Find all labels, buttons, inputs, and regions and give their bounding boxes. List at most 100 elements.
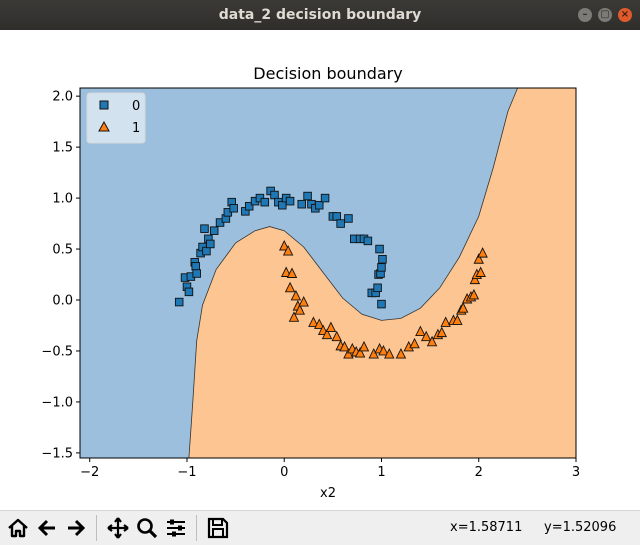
class-1-point bbox=[358, 340, 370, 352]
y-tick-label: −0.5 bbox=[41, 344, 73, 359]
pan-button[interactable] bbox=[104, 514, 132, 542]
y-tick-label: 1.5 bbox=[52, 141, 73, 156]
class-1-point bbox=[294, 304, 306, 315]
class-0-point bbox=[336, 219, 345, 228]
class-1-point bbox=[368, 348, 379, 359]
class-0-point bbox=[373, 283, 382, 293]
window-title: data_2 decision boundary bbox=[218, 7, 422, 23]
class-1-point bbox=[314, 318, 325, 329]
class-1-point bbox=[331, 330, 342, 342]
axes-frame bbox=[79, 87, 577, 459]
class-0-point bbox=[209, 226, 219, 235]
class-0-point bbox=[200, 224, 209, 233]
cursor-x-readout: x=1.58711 bbox=[450, 520, 523, 535]
class-0-point bbox=[285, 196, 295, 206]
class-0-point bbox=[377, 299, 386, 309]
class-0-point bbox=[202, 246, 211, 256]
class-1-point bbox=[440, 316, 451, 327]
class-1-point bbox=[282, 245, 294, 256]
class-1-point bbox=[426, 335, 438, 347]
class-0-point bbox=[206, 239, 215, 249]
class-1-point bbox=[284, 281, 296, 293]
y-tick-label: 1.0 bbox=[52, 192, 73, 207]
class-0-point bbox=[260, 197, 270, 207]
y-tick-label: −1.0 bbox=[41, 395, 73, 410]
class-0-point bbox=[320, 193, 330, 203]
class-1-point bbox=[473, 253, 484, 264]
class-0-point bbox=[191, 262, 200, 271]
y-tick-label: −1.5 bbox=[41, 446, 73, 461]
class-1-point bbox=[415, 325, 426, 337]
decision-boundary-chart: Decision boundary −2 −1 0 1 2 3 2.0 1.5 1.0 0.5 0… bbox=[41, 64, 580, 501]
legend-label-0: 0 bbox=[132, 99, 140, 114]
x-tick-label: −2 bbox=[80, 465, 99, 480]
back-arrow-icon bbox=[37, 519, 55, 537]
x-tick-label: 1 bbox=[377, 465, 385, 480]
decision-boundary-line bbox=[188, 87, 518, 459]
save-icon bbox=[207, 517, 229, 539]
class-1-point bbox=[469, 273, 481, 285]
cursor-y-readout: y=1.52096 bbox=[544, 520, 617, 535]
class-1-point bbox=[298, 296, 309, 307]
legend: 0 1 bbox=[86, 92, 146, 144]
class-1-point bbox=[395, 348, 407, 359]
forward-arrow-icon bbox=[68, 519, 86, 537]
zoom-button[interactable] bbox=[133, 514, 161, 542]
class-1-point bbox=[409, 337, 420, 349]
class-1-point bbox=[279, 239, 290, 251]
y-tick-label: 2.0 bbox=[52, 90, 73, 105]
configure-subplots-button[interactable] bbox=[162, 514, 190, 542]
class-1-region bbox=[188, 88, 576, 458]
class-0-point bbox=[184, 287, 194, 297]
legend-label-1: 1 bbox=[132, 121, 140, 136]
class-0-point bbox=[303, 191, 312, 201]
class-1-point bbox=[343, 348, 354, 359]
class-1-point bbox=[290, 289, 302, 301]
home-icon bbox=[8, 518, 28, 538]
chart-title: Decision boundary bbox=[253, 64, 402, 83]
class-0-point bbox=[314, 200, 324, 210]
close-button[interactable]: × bbox=[618, 8, 632, 22]
back-button[interactable] bbox=[33, 514, 61, 542]
y-tick-label: 0.0 bbox=[52, 294, 73, 309]
x-tick-label: −1 bbox=[177, 465, 196, 480]
toolbar-separator bbox=[96, 515, 97, 541]
class-0-point bbox=[378, 254, 387, 264]
home-button[interactable] bbox=[4, 514, 32, 542]
class-1-point bbox=[420, 330, 432, 342]
pan-icon bbox=[107, 517, 129, 539]
x-tick-label: 3 bbox=[572, 465, 580, 480]
configure-subplots-icon bbox=[167, 519, 185, 537]
class-1-point bbox=[452, 314, 463, 325]
class-1-point bbox=[477, 247, 488, 258]
class-0-point bbox=[192, 269, 201, 278]
class-1-point bbox=[378, 344, 389, 356]
legend-marker-square bbox=[99, 100, 109, 110]
class-0-point bbox=[375, 244, 384, 254]
class-1-point bbox=[308, 316, 319, 327]
class-0-point bbox=[344, 214, 353, 223]
class-1-point bbox=[457, 302, 469, 313]
class-1-point bbox=[354, 347, 366, 358]
class-1-point bbox=[286, 267, 298, 278]
forward-button[interactable] bbox=[62, 514, 90, 542]
class-1-point bbox=[436, 326, 448, 338]
class-1-point bbox=[325, 321, 337, 332]
save-button[interactable] bbox=[204, 514, 232, 542]
x-tick-label: 0 bbox=[280, 465, 288, 480]
class-0-point bbox=[332, 212, 342, 221]
y-tick-label: 0.5 bbox=[52, 243, 73, 258]
minimize-button[interactable]: – bbox=[578, 8, 592, 22]
class-0-point bbox=[244, 201, 254, 211]
class-0-point bbox=[278, 200, 287, 210]
zoom-icon bbox=[137, 518, 158, 539]
legend-marker-triangle bbox=[98, 120, 110, 132]
class-1-point bbox=[475, 266, 486, 277]
class-1-point bbox=[384, 348, 395, 359]
class-0-point bbox=[363, 236, 373, 246]
maximize-button[interactable]: ▢ bbox=[598, 8, 612, 22]
figure-canvas[interactable]: Decision boundary −2 −1 0 1 2 3 2.0 1.5 1.0 0.5 0… bbox=[0, 30, 640, 510]
class-0-point bbox=[297, 199, 306, 209]
x-tick-label: 2 bbox=[475, 465, 483, 480]
class-0-point bbox=[174, 297, 184, 307]
